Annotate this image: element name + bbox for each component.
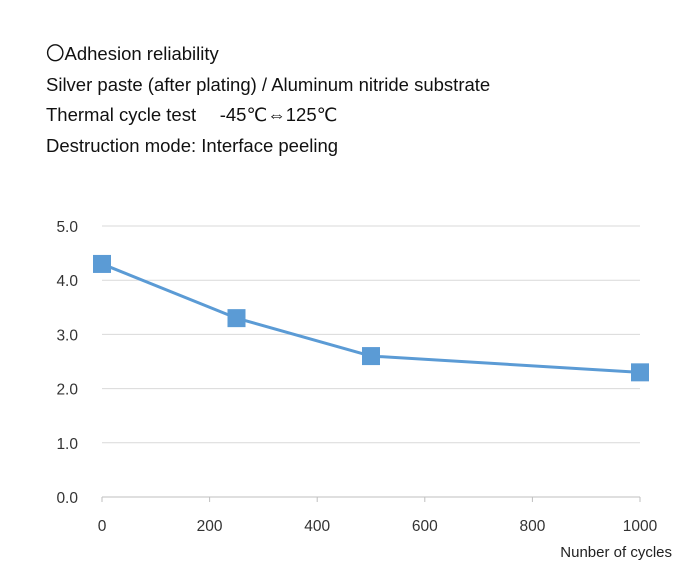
x-tick-label-3: 600 xyxy=(412,518,438,535)
y-tick-labels: 0.0 1.0 2.0 3.0 4.0 5.0 xyxy=(56,219,78,507)
series-line-0 xyxy=(101,262,641,374)
x-tick-label-1: 200 xyxy=(197,518,223,535)
header-line-material: Silver paste (after plating) / Aluminum … xyxy=(46,73,491,95)
data-point-2 xyxy=(362,347,380,366)
header-line-title: 〇Adhesion reliability xyxy=(46,43,219,64)
data-point-0 xyxy=(93,254,111,273)
data-point-1 xyxy=(227,309,246,328)
data-point-3 xyxy=(631,363,649,382)
x-axis xyxy=(101,496,641,502)
y-tick-label-2: 2.0 xyxy=(56,382,78,399)
x-tick-label-4: 800 xyxy=(519,518,545,535)
header-line-mode: Destruction mode: Interface peeling xyxy=(46,134,339,156)
x-tick-label-5: 1000 xyxy=(623,518,658,535)
x-axis-title: Nunber of cycles xyxy=(560,544,672,561)
y-tick-label-3: 3.0 xyxy=(56,327,78,344)
header-line-test: Thermal cycle test -45℃⇔125℃ xyxy=(46,104,338,126)
y-tick-label-1: 1.0 xyxy=(56,436,78,453)
grid-lines xyxy=(102,225,640,444)
y-tick-label-5: 5.0 xyxy=(56,219,78,236)
x-tick-label-2: 400 xyxy=(304,518,330,535)
series-layer xyxy=(93,254,649,382)
y-tick-label-0: 0.0 xyxy=(56,490,78,507)
x-tick-labels: 0 200 400 600 800 1000 xyxy=(98,518,658,535)
y-tick-label-4: 4.0 xyxy=(56,273,78,290)
x-tick-label-0: 0 xyxy=(98,518,107,535)
chart-header: 〇Adhesion reliability Silver paste (afte… xyxy=(46,39,490,161)
